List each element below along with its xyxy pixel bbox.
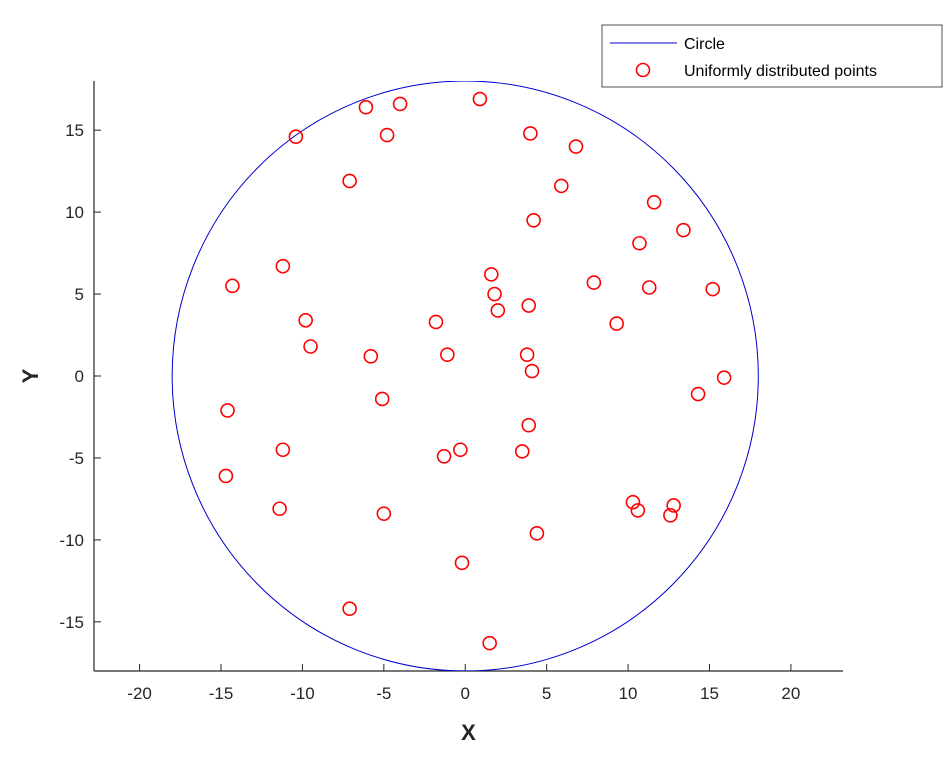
y-tick-label: -5 — [69, 449, 84, 468]
axes — [93, 81, 843, 672]
scatter-point — [526, 213, 541, 228]
scatter-point — [358, 99, 374, 115]
x-tick-label: 0 — [461, 684, 470, 703]
scatter-point — [641, 280, 657, 295]
x-tick-label: 10 — [619, 684, 638, 703]
scatter-point — [220, 403, 235, 418]
scatter-point — [440, 347, 455, 362]
legend-circle-label: Circle — [684, 36, 725, 53]
scatter-point — [524, 363, 540, 379]
x-tick-label: 5 — [542, 684, 551, 703]
scatter-point — [298, 312, 313, 328]
scatter-point — [663, 508, 678, 523]
scatter-point — [705, 281, 721, 297]
scatter-point — [514, 444, 530, 459]
y-tick-label: 5 — [75, 285, 84, 304]
y-tick-label: -15 — [59, 613, 84, 632]
scatter-point — [646, 194, 662, 210]
scatter-point — [288, 129, 304, 145]
scatter-point — [554, 178, 569, 194]
scatter-point — [630, 503, 646, 518]
scatter-point — [374, 391, 390, 407]
x-tick-label: -10 — [290, 684, 315, 703]
scatter-point — [275, 258, 291, 274]
x-tick-label: -15 — [209, 684, 234, 703]
scatter-point — [483, 267, 499, 282]
scatter-point — [529, 526, 545, 541]
scatter-point — [716, 370, 732, 385]
scatter-point — [275, 442, 291, 458]
legend-points-swatch — [635, 62, 651, 78]
scatter-point — [376, 506, 392, 521]
scatter-point — [586, 275, 602, 290]
scatter-point — [363, 349, 379, 364]
axis-labels: -20 -15 -10 -5 0 5 10 15 20 -15 -10 -5 0 5 10 15 X Y — [18, 121, 800, 745]
scatter-point — [392, 96, 408, 112]
x-tick-label: 20 — [781, 684, 800, 703]
circle-boundary — [171, 81, 759, 671]
scatter-point — [568, 139, 584, 154]
scatter-point — [303, 339, 318, 354]
legend: Circle Uniformly distributed points — [601, 24, 943, 88]
plot-area — [171, 81, 759, 671]
scatter-point — [625, 494, 641, 510]
scatter-point — [632, 235, 647, 251]
y-tick-label: 10 — [65, 203, 84, 222]
scatter-point — [482, 635, 497, 651]
y-tick-label: 0 — [75, 367, 84, 386]
scatter-point — [342, 173, 357, 189]
scatter-point — [272, 501, 287, 517]
scatter-point — [218, 468, 234, 484]
x-tick-label: -20 — [127, 684, 152, 703]
y-axis-title: Y — [18, 368, 43, 383]
x-axis-title: X — [461, 720, 476, 745]
scatter-point — [487, 286, 502, 302]
scatter-point — [428, 314, 444, 330]
scatter-point — [521, 417, 537, 433]
scatter-point — [609, 316, 624, 331]
scatter-point — [666, 498, 681, 513]
scatter-point — [521, 298, 537, 313]
legend-box — [601, 24, 943, 88]
scatter-point — [490, 303, 506, 318]
scatter-point — [453, 442, 468, 458]
scatter-point — [225, 278, 240, 294]
scatter-point — [690, 386, 706, 402]
y-tick-label: -10 — [59, 531, 84, 550]
y-tick-label: 15 — [65, 121, 84, 140]
scatter-point — [519, 347, 535, 362]
scatter-point — [523, 126, 538, 141]
x-tick-label: -5 — [376, 684, 391, 703]
scatter-point — [342, 601, 357, 617]
scatter-point — [379, 127, 395, 143]
scatter-point — [436, 449, 452, 464]
legend-points-label: Uniformly distributed points — [684, 63, 877, 80]
scatter-point — [454, 555, 470, 571]
scatter-point — [676, 222, 691, 238]
scatter-point — [472, 91, 488, 107]
x-tick-label: 15 — [700, 684, 719, 703]
